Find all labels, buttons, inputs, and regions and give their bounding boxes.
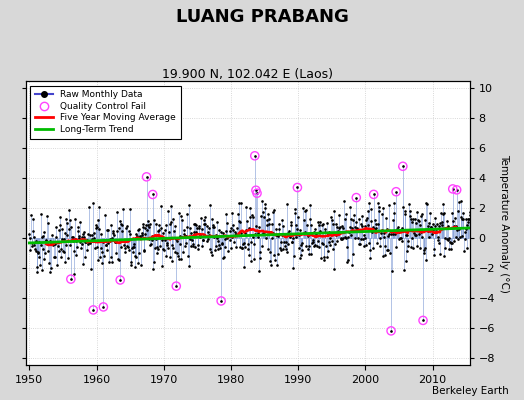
Text: LUANG PRABANG: LUANG PRABANG xyxy=(176,8,348,26)
Point xyxy=(253,190,261,196)
Point xyxy=(387,328,395,334)
Point xyxy=(392,188,400,195)
Point xyxy=(419,317,427,324)
Point xyxy=(148,191,157,198)
Point xyxy=(293,184,302,191)
Point xyxy=(143,174,151,180)
Point xyxy=(99,304,107,310)
Point xyxy=(453,187,461,193)
Point xyxy=(67,276,75,282)
Point xyxy=(172,283,180,289)
Point xyxy=(449,186,457,192)
Point xyxy=(352,194,361,201)
Point xyxy=(369,191,378,198)
Y-axis label: Temperature Anomaly (°C): Temperature Anomaly (°C) xyxy=(499,154,509,292)
Point xyxy=(217,298,225,304)
Point xyxy=(252,187,260,194)
Point xyxy=(250,153,259,159)
Point xyxy=(116,277,124,283)
Point xyxy=(89,307,97,313)
Text: Berkeley Earth: Berkeley Earth xyxy=(432,386,508,396)
Legend: Raw Monthly Data, Quality Control Fail, Five Year Moving Average, Long-Term Tren: Raw Monthly Data, Quality Control Fail, … xyxy=(30,86,181,139)
Title: 19.900 N, 102.042 E (Laos): 19.900 N, 102.042 E (Laos) xyxy=(162,68,333,81)
Point xyxy=(399,163,407,170)
